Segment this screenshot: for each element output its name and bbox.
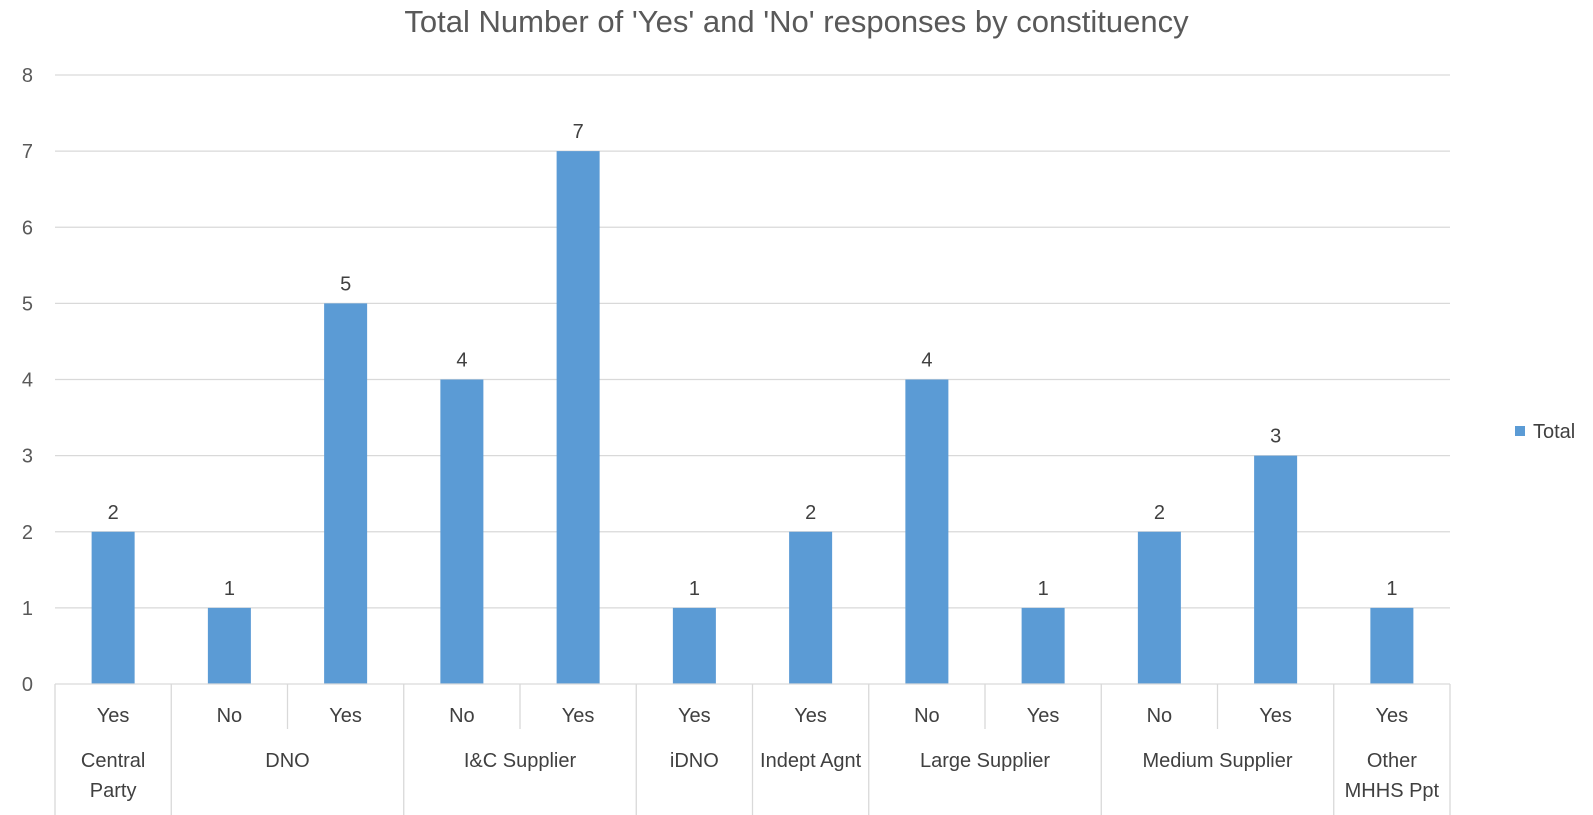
category-label: Yes [1376, 705, 1409, 727]
group-label: Central [81, 750, 145, 772]
y-tick-label: 1 [22, 598, 33, 620]
category-label: No [914, 705, 940, 727]
chart-title: Total Number of 'Yes' and 'No' responses… [404, 4, 1189, 39]
data-label: 1 [224, 578, 235, 600]
category-label: Yes [329, 705, 362, 727]
category-label: No [1147, 705, 1173, 727]
y-tick-label: 0 [22, 674, 33, 696]
bar [789, 531, 833, 684]
group-label: DNO [265, 750, 309, 772]
y-axis: 0 1 2 3 4 5 6 7 8 [22, 65, 33, 696]
data-label: 7 [573, 121, 584, 143]
y-tick-label: 5 [22, 293, 33, 315]
category-label: No [449, 705, 475, 727]
y-tick-label: 6 [22, 217, 33, 239]
y-tick-label: 8 [22, 65, 33, 87]
legend: Total [1515, 421, 1575, 443]
data-labels: 2 1 5 4 7 1 2 4 1 2 3 1 [108, 121, 1398, 600]
bar [905, 379, 949, 684]
bar [1370, 607, 1414, 684]
data-label: 2 [108, 502, 119, 524]
category-label: Yes [1259, 705, 1292, 727]
category-label: Yes [562, 705, 595, 727]
category-label: Yes [1027, 705, 1060, 727]
category-label: Yes [794, 705, 827, 727]
bar [324, 303, 368, 684]
x-axis: Yes No Yes No Yes Yes Yes No Yes No Yes Yes Central P… [54, 683, 1451, 815]
category-label: Yes [97, 705, 130, 727]
group-label: iDNO [670, 750, 719, 772]
data-label: 2 [805, 502, 816, 524]
data-label: 2 [1154, 502, 1165, 524]
data-label: 5 [340, 273, 351, 295]
bar [1021, 607, 1065, 684]
group-label: MHHS Ppt [1345, 780, 1440, 802]
group-label: Party [90, 780, 137, 802]
bar [1254, 455, 1298, 684]
bar [91, 531, 135, 684]
bar [207, 607, 251, 684]
bar [672, 607, 716, 684]
data-label: 3 [1270, 426, 1281, 448]
data-label: 1 [1386, 578, 1397, 600]
category-label: Yes [678, 705, 711, 727]
y-tick-label: 3 [22, 446, 33, 468]
category-label: No [217, 705, 243, 727]
group-label: I&C Supplier [464, 750, 577, 772]
data-label: 4 [456, 350, 467, 372]
bar [440, 379, 484, 684]
bars [91, 151, 1414, 684]
group-label: Indept Agnt [760, 750, 862, 772]
y-tick-label: 2 [22, 522, 33, 544]
y-tick-label: 4 [22, 370, 33, 392]
bar [556, 151, 600, 684]
bar [1137, 531, 1181, 684]
legend-label-total: Total [1533, 421, 1575, 443]
group-label: Medium Supplier [1142, 750, 1292, 772]
group-label: Large Supplier [920, 750, 1050, 772]
legend-swatch [1515, 426, 1525, 436]
y-tick-label: 7 [22, 141, 33, 163]
data-label: 1 [689, 578, 700, 600]
group-label: Other [1367, 750, 1417, 772]
data-label: 1 [1038, 578, 1049, 600]
data-label: 4 [921, 350, 932, 372]
gridlines [55, 74, 1450, 609]
